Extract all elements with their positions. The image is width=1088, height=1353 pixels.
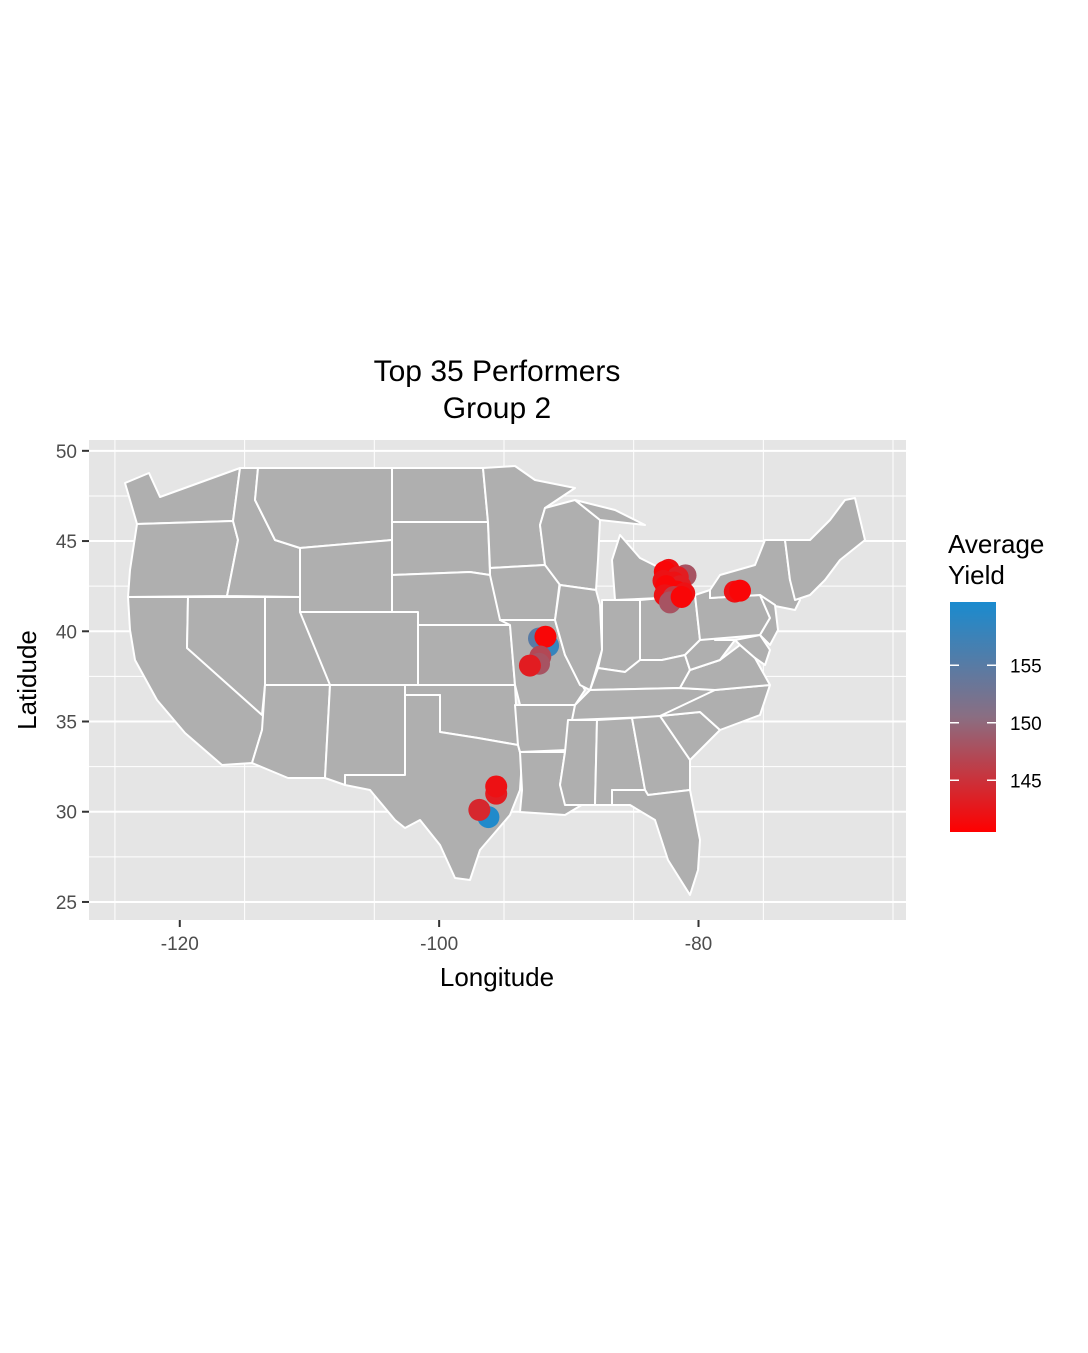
state-oregon	[127, 520, 239, 598]
y-tick-label: 25	[56, 893, 77, 914]
plot-title-line2: Group 2	[443, 392, 551, 425]
y-tick-label: 35	[56, 713, 77, 734]
x-tick-label: -80	[685, 934, 712, 955]
state-montana	[254, 467, 393, 549]
legend-tick-label: 150	[1010, 714, 1042, 735]
legend-tick-label: 155	[1010, 656, 1042, 677]
state-new-mexico	[324, 684, 406, 786]
yield-point	[518, 654, 541, 677]
plot-title-line1: Top 35 Performers	[374, 355, 621, 388]
x-tick-label: -100	[420, 934, 458, 955]
legend-title-line1: Average	[948, 529, 1044, 559]
state-new-jersey	[759, 594, 779, 646]
state-florida	[611, 789, 701, 896]
y-tick-label: 45	[56, 532, 77, 553]
yield-points	[468, 558, 752, 829]
y-tick-label: 50	[56, 442, 77, 463]
yield-point	[729, 579, 752, 602]
legend-tick-label: 145	[1010, 771, 1042, 792]
state-iowa	[489, 564, 561, 621]
state-arizona	[251, 684, 331, 779]
y-tick-label: 40	[56, 622, 77, 643]
state-new-england	[784, 497, 866, 601]
legend-colorbar	[950, 602, 996, 832]
yield-point	[485, 775, 508, 798]
x-axis: -120 -100 -80 Longitude	[161, 920, 712, 992]
y-axis-title: Latidude	[12, 630, 42, 730]
legend-title-line2: Yield	[948, 560, 1005, 590]
x-tick-label: -120	[161, 934, 199, 955]
state-kansas	[417, 624, 516, 686]
state-south-dakota	[391, 521, 491, 576]
y-axis: Latidude 25 30 35 40 45 50	[12, 442, 89, 914]
state-wyoming	[299, 539, 393, 613]
state-texas	[344, 694, 523, 881]
x-axis-title: Longitude	[440, 962, 554, 992]
us-states-basemap	[124, 465, 866, 896]
state-north-dakota	[391, 467, 489, 523]
yield-point	[670, 585, 693, 608]
yield-point	[534, 625, 557, 648]
legend: Average Yield 155 150 145	[948, 529, 1044, 832]
yield-point	[468, 798, 491, 821]
state-indiana	[597, 599, 641, 673]
y-tick-label: 30	[56, 803, 77, 824]
